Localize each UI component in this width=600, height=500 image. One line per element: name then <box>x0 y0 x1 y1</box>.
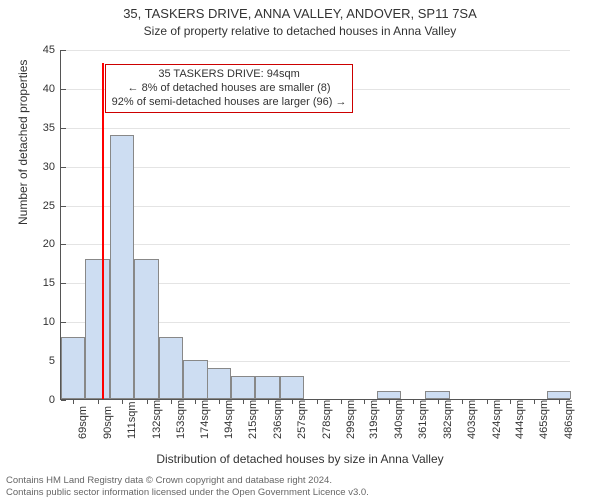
x-tick <box>268 399 269 404</box>
x-tick-label: 340sqm <box>393 400 405 439</box>
x-tick <box>98 399 99 404</box>
y-tick-label: 45 <box>43 44 61 56</box>
gridline <box>61 128 570 129</box>
x-tick-label: 174sqm <box>199 400 211 439</box>
histogram-bar <box>134 259 158 399</box>
y-tick-label: 40 <box>43 83 61 95</box>
x-tick-label: 403sqm <box>466 400 478 439</box>
footer-line-2: Contains public sector information licen… <box>6 487 369 498</box>
footer-attribution: Contains HM Land Registry data © Crown c… <box>6 475 369 498</box>
y-tick-label: 20 <box>43 238 61 250</box>
x-tick-label: 444sqm <box>514 400 526 439</box>
histogram-chart: 05101520253035404569sqm90sqm111sqm132sqm… <box>60 50 570 400</box>
y-tick <box>61 128 66 129</box>
annotation-line: 92% of semi-detached houses are larger (… <box>112 96 347 110</box>
y-tick-label: 25 <box>43 200 61 212</box>
histogram-bar <box>110 135 134 399</box>
histogram-bar <box>159 337 183 399</box>
gridline <box>61 206 570 207</box>
y-tick-label: 35 <box>43 122 61 134</box>
histogram-bar <box>255 376 279 399</box>
x-tick <box>292 399 293 404</box>
y-tick <box>61 283 66 284</box>
y-tick-label: 10 <box>43 316 61 328</box>
x-tick-label: 382sqm <box>442 400 454 439</box>
y-tick <box>61 400 66 401</box>
x-tick-label: 111sqm <box>126 401 138 439</box>
x-tick-label: 257sqm <box>296 400 308 439</box>
x-tick-label: 486sqm <box>563 400 575 439</box>
y-tick <box>61 322 66 323</box>
x-tick-label: 361sqm <box>417 400 429 439</box>
y-tick-label: 15 <box>43 277 61 289</box>
histogram-bar <box>280 376 304 399</box>
histogram-bar <box>425 391 449 399</box>
histogram-bar <box>61 337 85 399</box>
x-tick-label: 299sqm <box>345 400 357 439</box>
x-tick <box>487 399 488 404</box>
y-tick <box>61 167 66 168</box>
x-tick <box>219 399 220 404</box>
x-tick <box>364 399 365 404</box>
x-tick <box>171 399 172 404</box>
x-axis-label: Distribution of detached houses by size … <box>0 452 600 466</box>
x-tick <box>413 399 414 404</box>
histogram-bar <box>231 376 255 399</box>
x-tick-label: 153sqm <box>175 400 187 439</box>
chart-title-main: 35, TASKERS DRIVE, ANNA VALLEY, ANDOVER,… <box>0 6 600 21</box>
footer-line-1: Contains HM Land Registry data © Crown c… <box>6 475 369 486</box>
x-tick <box>510 399 511 404</box>
y-tick <box>61 244 66 245</box>
y-tick <box>61 50 66 51</box>
gridline <box>61 167 570 168</box>
gridline <box>61 50 570 51</box>
x-tick-label: 465sqm <box>538 400 550 439</box>
gridline <box>61 244 570 245</box>
y-tick-label: 0 <box>49 394 61 406</box>
property-marker-line <box>102 63 104 399</box>
x-tick-label: 319sqm <box>368 400 380 439</box>
y-tick-label: 30 <box>43 161 61 173</box>
y-tick-label: 5 <box>49 355 61 367</box>
x-tick-label: 69sqm <box>77 406 89 439</box>
x-tick <box>559 399 560 404</box>
x-tick-label: 424sqm <box>491 400 503 439</box>
x-tick-label: 90sqm <box>102 406 114 439</box>
histogram-bar <box>207 368 231 399</box>
y-tick <box>61 89 66 90</box>
x-tick <box>243 399 244 404</box>
annotation-box: 35 TASKERS DRIVE: 94sqm← 8% of detached … <box>105 64 354 113</box>
x-tick <box>534 399 535 404</box>
x-tick-label: 278sqm <box>321 400 333 439</box>
histogram-bar <box>547 391 571 399</box>
annotation-line: ← 8% of detached houses are smaller (8) <box>112 82 347 96</box>
x-tick-label: 132sqm <box>151 400 163 439</box>
chart-title-sub: Size of property relative to detached ho… <box>0 24 600 38</box>
x-tick-label: 236sqm <box>272 400 284 439</box>
x-tick-label: 194sqm <box>223 400 235 439</box>
x-tick <box>462 399 463 404</box>
x-tick <box>317 399 318 404</box>
x-tick <box>147 399 148 404</box>
histogram-bar <box>183 360 207 399</box>
histogram-bar <box>85 259 109 399</box>
x-tick <box>195 399 196 404</box>
x-tick <box>122 399 123 404</box>
y-axis-label: Number of detached properties <box>16 60 30 225</box>
x-tick <box>389 399 390 404</box>
x-tick-label: 215sqm <box>247 400 259 439</box>
x-tick <box>438 399 439 404</box>
annotation-line: 35 TASKERS DRIVE: 94sqm <box>112 68 347 82</box>
y-tick <box>61 206 66 207</box>
x-tick <box>341 399 342 404</box>
histogram-bar <box>377 391 401 399</box>
x-tick <box>73 399 74 404</box>
